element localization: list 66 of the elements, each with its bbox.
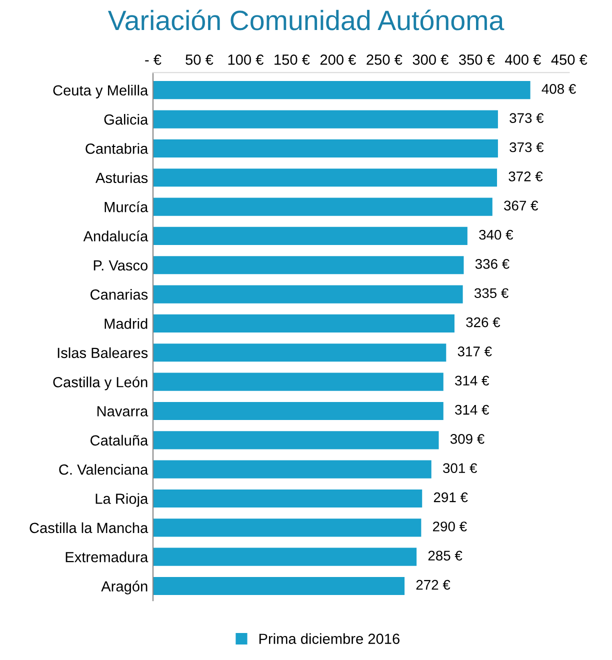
data-label: 285 € [428, 550, 462, 561]
y-tick-label: Castilla la Mancha [30, 522, 148, 534]
data-label: 314 € [455, 376, 490, 386]
data-label: 367 € [504, 200, 538, 211]
y-tick-label: P. Vasco [94, 260, 148, 271]
bar [153, 344, 446, 362]
y-tick-label: Aragón [101, 580, 148, 594]
chart-title: Variación Comunidad Autónoma [108, 10, 504, 30]
y-tick-label: Madrid [104, 318, 148, 329]
data-label: 290 € [433, 522, 467, 532]
data-label: 317 € [458, 346, 492, 356]
data-label: 326 € [466, 317, 500, 328]
bar [153, 518, 422, 537]
bar [153, 402, 444, 420]
data-label: 291 € [434, 492, 468, 502]
data-label: 408 € [542, 84, 576, 94]
bar [153, 285, 463, 304]
bar [153, 168, 498, 187]
y-tick-label: Andalucía [83, 230, 148, 242]
bar [153, 139, 498, 158]
y-tick-label: Islas Baleares [58, 347, 148, 358]
data-label: 309 € [450, 434, 484, 444]
data-label: 335 € [474, 288, 508, 298]
y-tick-label: La Rioja [96, 493, 148, 507]
y-tick-label: Cataluña [90, 434, 148, 446]
y-tick-label: Asturias [95, 172, 148, 184]
y-tick-label: Galicia [104, 114, 148, 125]
x-tick-label: 400 € [505, 54, 541, 65]
y-tick-label: Castilla y León [53, 376, 148, 390]
bar [153, 314, 454, 333]
data-label: 373 € [510, 113, 544, 123]
y-tick-label: Ceuta y Melilla [53, 84, 148, 98]
x-tick-label: 450 € [551, 54, 588, 65]
y-tick-label: Canarias [90, 289, 148, 300]
bar [153, 81, 530, 100]
x-tick-label: 50 € [186, 54, 214, 65]
bar [153, 372, 444, 391]
bar [153, 198, 492, 216]
y-tick-label: C. Valenciana [59, 464, 148, 475]
bar [153, 548, 417, 566]
bar [153, 431, 439, 450]
data-label: 372 € [508, 172, 543, 182]
x-tick-label: 100 € [228, 54, 264, 65]
data-label: 301 € [443, 463, 478, 474]
data-label: 373 € [510, 142, 544, 152]
data-label: 340 € [479, 230, 514, 240]
legend-label: Prima diciembre 2016 [259, 633, 400, 644]
bar [153, 110, 498, 128]
data-label: 336 € [475, 259, 510, 269]
bar [153, 576, 405, 596]
y-tick-label: Murcía [104, 201, 148, 212]
bar [153, 226, 468, 245]
data-label: 314 € [455, 404, 490, 415]
y-tick-label: Extremadura [66, 552, 148, 562]
y-tick-label: Navarra [97, 406, 148, 416]
y-tick-label: Cantabria [86, 143, 148, 154]
x-tick-label: 150 € [274, 54, 310, 65]
x-tick-label: 250 € [366, 54, 402, 65]
data-label: 272 € [416, 580, 450, 590]
bar [153, 489, 422, 508]
x-tick-label: 350 € [458, 54, 495, 65]
bar [153, 460, 432, 478]
bar [153, 256, 464, 274]
x-tick-label: 200 € [320, 54, 356, 65]
x-tick-label: - € [145, 54, 162, 65]
x-tick-label: 300 € [412, 54, 448, 65]
